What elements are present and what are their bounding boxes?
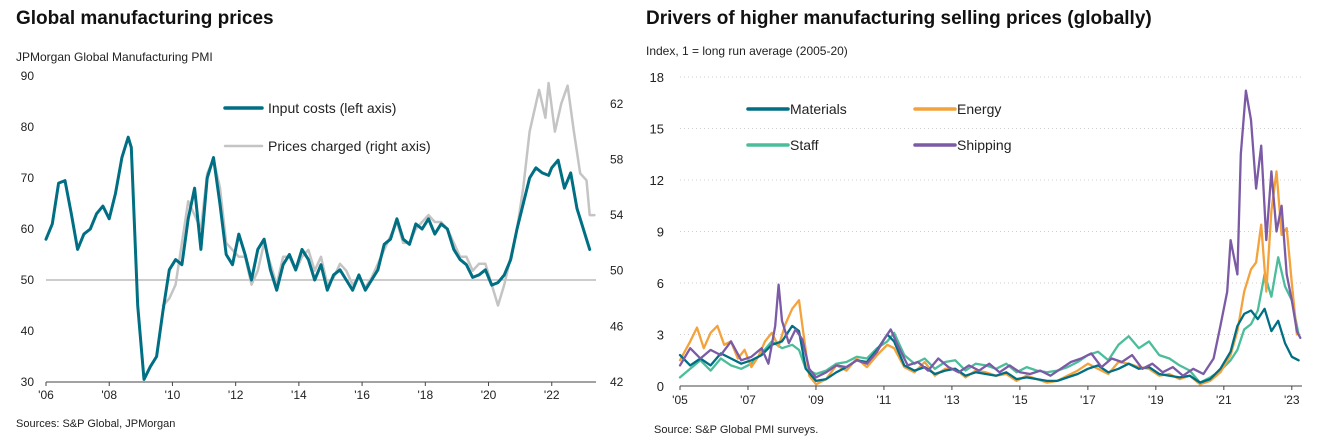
x-tick-label: '07 — [740, 393, 756, 407]
input-costs-chart-panel: Global manufacturing prices JPMorgan Glo… — [0, 0, 640, 448]
pmi-line-chart: '06 '08 '10 '12 '14 '16 '18 '20 '22 30 40 50 60 70 80 9… — [21, 69, 624, 402]
x-tick-label: '20 — [481, 388, 497, 402]
y-tick-label: 18 — [650, 70, 664, 85]
y-left-tick-label: 50 — [21, 273, 35, 287]
chart-title: Global manufacturing prices — [16, 8, 274, 29]
input-costs-line — [44, 135, 592, 381]
chart-source: Source: S&P Global PMI surveys. — [654, 424, 819, 436]
chart-subtitle: JPMorgan Global Manufacturing PMI — [16, 50, 213, 64]
x-tick-label: '21 — [1216, 393, 1232, 407]
y-tick-label: 6 — [657, 276, 664, 291]
x-tick-label: '13 — [944, 393, 960, 407]
x-tick-label: '08 — [101, 388, 117, 402]
x-tick-label: '15 — [1012, 393, 1028, 407]
drivers-line-chart: 0 3 6 9 12 15 18 '05 '07 '09 '11 '13 '15 '17 '19 '21 '23… — [650, 70, 1302, 407]
legend-label: Staff — [790, 137, 819, 153]
y-tick-label: 9 — [657, 225, 664, 240]
y-tick-label: 12 — [650, 173, 664, 188]
shipping-line — [678, 89, 1302, 379]
y-left-tick-label: 70 — [21, 171, 35, 185]
legend-label: Prices charged (right axis) — [268, 138, 431, 154]
chart-subtitle: Index, 1 = long run average (2005-20) — [646, 44, 848, 58]
x-tick-label: '09 — [808, 393, 824, 407]
x-tick-label: '16 — [354, 388, 370, 402]
y-right-tick-label: 58 — [610, 152, 624, 166]
legend-label: Input costs (left axis) — [268, 100, 396, 116]
legend-label: Energy — [957, 101, 1001, 117]
x-tick-label: '10 — [165, 388, 181, 402]
y-right-tick-label: 42 — [610, 375, 624, 389]
x-tick-label: '14 — [291, 388, 307, 402]
y-left-tick-label: 60 — [21, 222, 35, 236]
x-tick-label: '06 — [38, 388, 54, 402]
x-tick-label: '19 — [1148, 393, 1164, 407]
y-right-tick-label: 46 — [610, 319, 624, 333]
y-right-tick-label: 50 — [610, 264, 624, 278]
y-tick-label: 15 — [650, 122, 664, 137]
y-left-tick-label: 30 — [21, 375, 35, 389]
prices-charged-line — [161, 81, 596, 307]
chart-source: Sources: S&P Global, JPMorgan — [16, 418, 176, 430]
x-tick-label: '05 — [672, 393, 688, 407]
chart-title: Drivers of higher manufacturing selling … — [646, 8, 1152, 29]
y-left-tick-label: 40 — [21, 324, 35, 338]
y-left-tick-label: 80 — [21, 120, 35, 134]
y-left-tick-label: 90 — [21, 69, 35, 83]
x-tick-label: '17 — [1080, 393, 1096, 407]
x-tick-label: '18 — [417, 388, 433, 402]
drivers-chart-panel: Drivers of higher manufacturing selling … — [640, 0, 1327, 448]
legend-label: Materials — [790, 101, 847, 117]
legend-label: Shipping — [957, 137, 1012, 153]
x-tick-label: '23 — [1284, 393, 1300, 407]
y-tick-label: 3 — [657, 328, 664, 343]
y-right-tick-label: 62 — [610, 97, 624, 111]
x-tick-label: '11 — [877, 393, 892, 407]
x-tick-label: '22 — [544, 388, 560, 402]
y-right-tick-label: 54 — [610, 208, 624, 222]
x-tick-label: '12 — [228, 388, 244, 402]
materials-line — [678, 307, 1300, 384]
energy-line — [678, 170, 1299, 386]
y-tick-label: 0 — [657, 379, 664, 394]
